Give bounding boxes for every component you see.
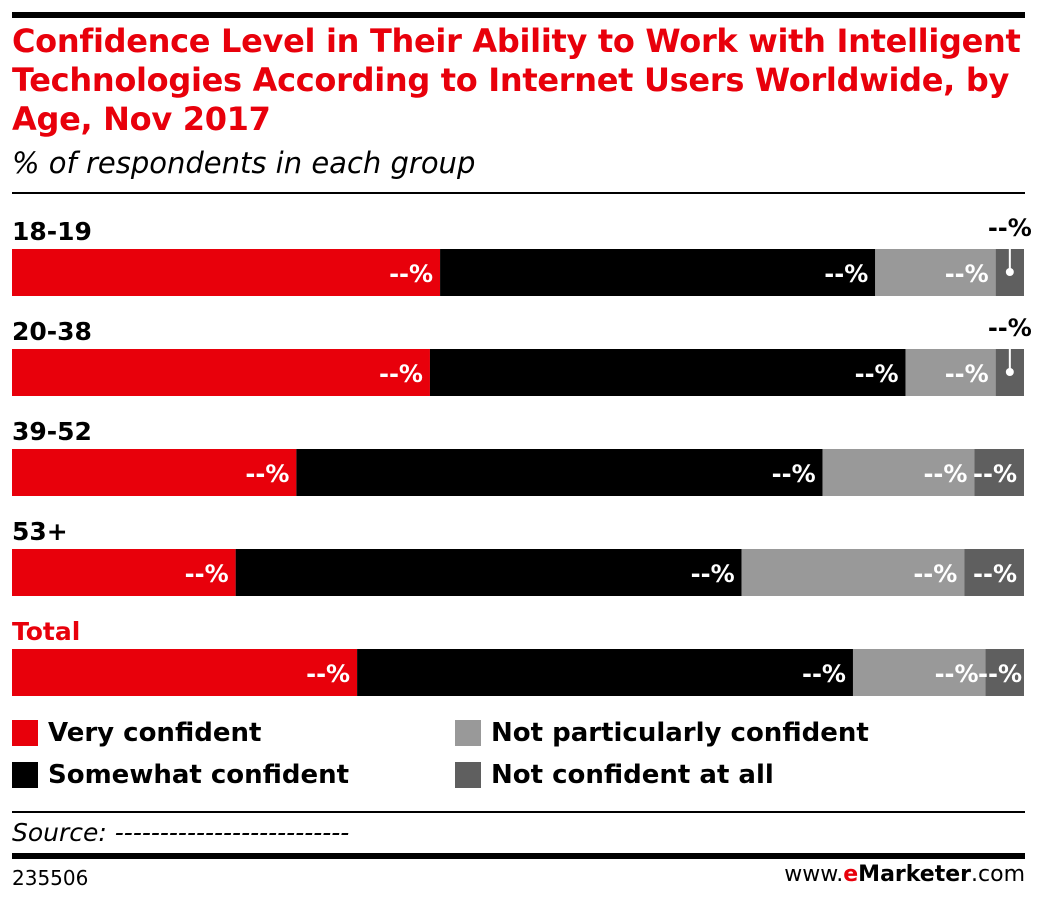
data-label: --% bbox=[945, 360, 989, 388]
legend-swatch bbox=[455, 720, 481, 746]
bar-segment bbox=[875, 249, 996, 296]
data-label: --% bbox=[978, 660, 1022, 688]
legend-item: Somewhat confident bbox=[12, 760, 349, 790]
legend-item: Not confident at all bbox=[455, 760, 774, 790]
brand-name: Marketer bbox=[858, 862, 972, 887]
source-note: Source: -------------------------- bbox=[12, 818, 350, 847]
bar-segment bbox=[429, 349, 906, 396]
callout-dot bbox=[1005, 268, 1014, 276]
data-label: --% bbox=[973, 460, 1017, 488]
data-label: --% bbox=[691, 560, 735, 588]
data-label: --% bbox=[185, 560, 229, 588]
data-label: --% bbox=[988, 214, 1032, 242]
bar-segment bbox=[12, 249, 441, 296]
legend-swatch bbox=[12, 720, 38, 746]
bar-segment bbox=[905, 349, 996, 396]
legend-swatch bbox=[12, 762, 38, 788]
bar-segment bbox=[440, 249, 876, 296]
bar-segment bbox=[12, 549, 236, 596]
data-label: --% bbox=[772, 460, 816, 488]
chart-id: 235506 bbox=[12, 866, 89, 890]
category-label: Total bbox=[12, 617, 80, 646]
data-label: --% bbox=[802, 660, 846, 688]
data-label: --% bbox=[923, 460, 967, 488]
callout-dot bbox=[1005, 368, 1014, 376]
data-label: --% bbox=[945, 260, 989, 288]
data-label: --% bbox=[935, 660, 979, 688]
bar-segment bbox=[12, 449, 297, 496]
bar-segment bbox=[235, 549, 742, 596]
legend-item: Very confident bbox=[12, 718, 261, 748]
bottom-rule bbox=[12, 853, 1025, 859]
legend-swatch bbox=[455, 762, 481, 788]
data-label: --% bbox=[824, 260, 868, 288]
data-label: --% bbox=[855, 360, 899, 388]
header-divider bbox=[12, 192, 1025, 194]
data-label: --% bbox=[379, 360, 423, 388]
legend-label: Very confident bbox=[48, 718, 262, 748]
brand-e: e bbox=[843, 862, 859, 887]
legend: Very confident Somewhat confident Not part… bbox=[12, 718, 1025, 804]
stacked-bar-chart: 18-19--% --% --%--%20-38--% --% --%--%39-52-… bbox=[12, 214, 1032, 696]
data-label: --% bbox=[389, 260, 433, 288]
bar-segment bbox=[741, 549, 965, 596]
source-divider bbox=[12, 811, 1025, 813]
chart-title: Confidence Level in Their Ability to Wor… bbox=[12, 22, 1021, 138]
data-label: --% bbox=[988, 314, 1032, 342]
legend-item: Not particularly confident bbox=[455, 718, 869, 748]
brand-suffix: .com bbox=[971, 862, 1025, 887]
bar-segment bbox=[12, 349, 430, 396]
data-label: --% bbox=[306, 660, 350, 688]
category-label: 20-38 bbox=[12, 317, 92, 346]
data-label: --% bbox=[913, 560, 957, 588]
category-label: 18-19 bbox=[12, 217, 92, 246]
chart-subtitle: % of respondents in each group bbox=[12, 146, 476, 180]
bar-segment bbox=[964, 549, 1024, 596]
bar-segment bbox=[357, 649, 853, 696]
legend-label: Not particularly confident bbox=[491, 718, 869, 748]
bar-segment bbox=[985, 649, 1024, 696]
data-label: --% bbox=[245, 460, 289, 488]
legend-label: Somewhat confident bbox=[48, 760, 350, 790]
emarketer-link[interactable]: www.eMarketer.com bbox=[784, 862, 1025, 887]
bar-segment bbox=[974, 449, 1024, 496]
bar-segment bbox=[822, 449, 975, 496]
top-rule bbox=[12, 12, 1025, 18]
category-label: 53+ bbox=[12, 517, 68, 546]
bar-segment bbox=[852, 649, 986, 696]
bar-segment bbox=[12, 649, 358, 696]
category-label: 39-52 bbox=[12, 417, 92, 446]
brand-prefix: www. bbox=[784, 862, 844, 887]
legend-label: Not confident at all bbox=[491, 760, 774, 790]
bar-segment bbox=[296, 449, 823, 496]
data-label: --% bbox=[973, 560, 1017, 588]
